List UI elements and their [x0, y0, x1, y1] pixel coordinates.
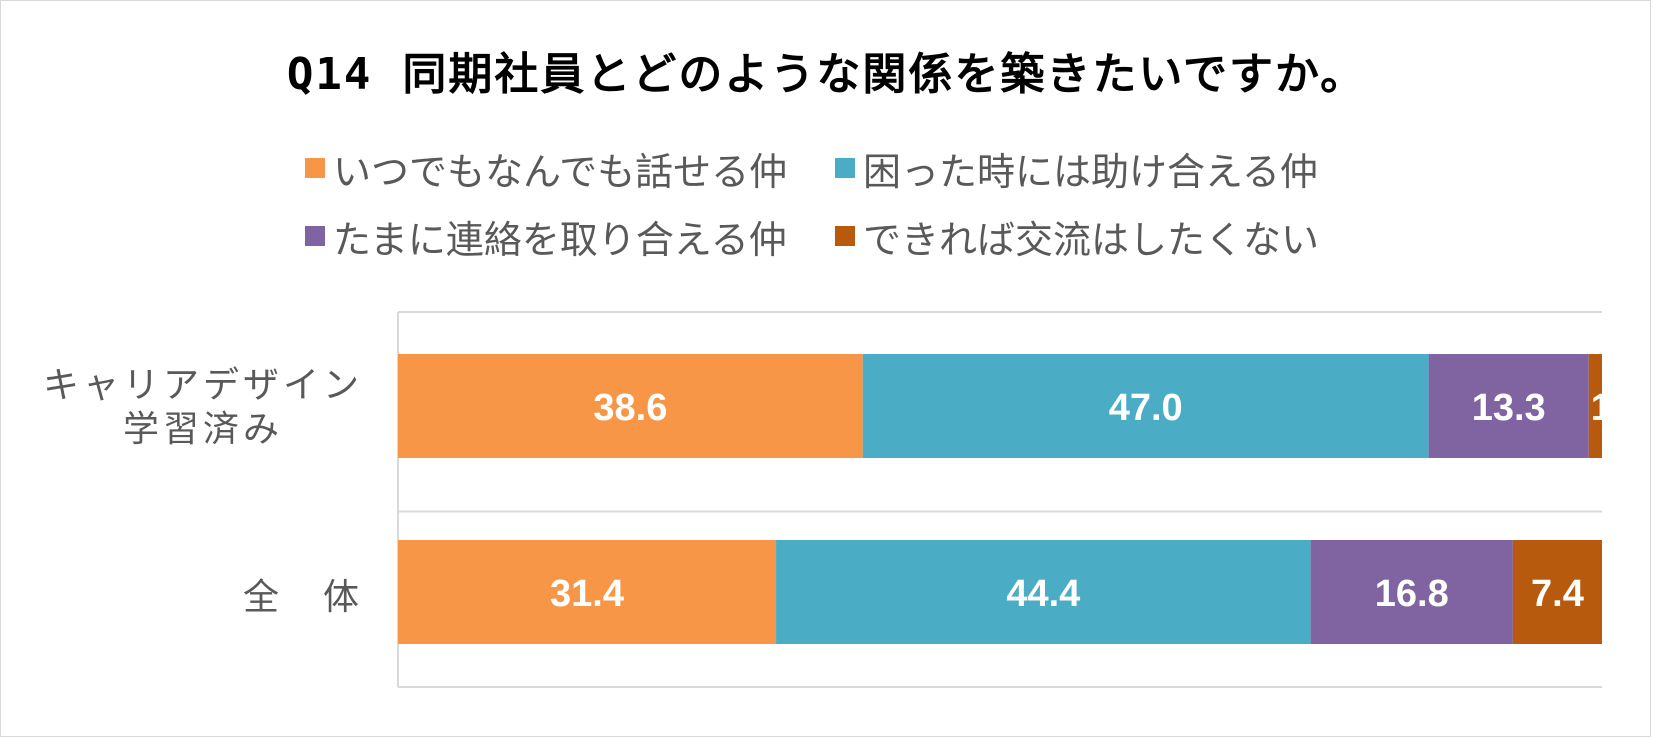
legend-row-2: たまに連絡を取り合える仲 できれば交流はしたくない [305, 214, 1319, 262]
bar-segment-1-0 [398, 540, 777, 644]
bar-segment-0-3 [1588, 354, 1602, 458]
bar-segment-1-2 [1310, 540, 1513, 644]
bar-segment-0-0 [398, 354, 863, 458]
y-category-label-line: 全 体 [242, 577, 363, 618]
data-label-0-1: 47.0 [1109, 387, 1183, 429]
data-label-1-0: 31.4 [550, 573, 624, 615]
chart-title-prefix: Q14 [286, 49, 373, 100]
data-label-1-1: 44.4 [1006, 573, 1080, 615]
bar-segment-0-1 [862, 354, 1429, 458]
legend-label: できれば交流はしたくない [863, 217, 1320, 262]
y-category-label-line: 学習済み [122, 409, 283, 450]
y-category-label-overall: 全 体 [243, 576, 363, 620]
legend-item-help-each-other: 困った時には助け合える仲 [835, 141, 1318, 196]
bar-segment-1-1 [776, 540, 1311, 644]
bar-segment-1-3 [1512, 540, 1602, 644]
data-label-0-0: 38.6 [593, 387, 667, 429]
legend-row-1: いつでもなんでも話せる仲 困った時には助け合える仲 [305, 146, 1318, 194]
legend-item-talk-anything: いつでもなんでも話せる仲 [305, 141, 835, 196]
legend-label: たまに連絡を取り合える仲 [333, 217, 787, 262]
chart-title: Q14 同期社員とどのような関係を築きたいですか。 [0, 38, 1653, 102]
legend-swatch-blue [835, 158, 855, 178]
data-label-1-3: 7.4 [1531, 573, 1584, 615]
data-label-0-3: 1. [1591, 387, 1623, 429]
data-label-1-2: 16.8 [1375, 573, 1449, 615]
y-category-label-line: キャリアデザイン [42, 365, 363, 406]
legend-label: 困った時には助け合える仲 [863, 149, 1318, 194]
legend-item-occasional-contact: たまに連絡を取り合える仲 [305, 209, 835, 264]
legend-item-no-interaction: できれば交流はしたくない [835, 209, 1319, 264]
legend-swatch-brown [835, 226, 855, 246]
legend-label: いつでもなんでも話せる仲 [333, 149, 788, 194]
legend-swatch-purple [305, 226, 325, 246]
chart-title-text: 同期社員とどのような関係を築きたいですか。 [402, 49, 1367, 100]
data-label-0-2: 13.3 [1472, 387, 1546, 429]
bar-segment-0-2 [1428, 354, 1589, 458]
y-category-label-career-design: キャリアデザイン 学習済み [43, 364, 363, 452]
legend-swatch-orange [305, 158, 325, 178]
